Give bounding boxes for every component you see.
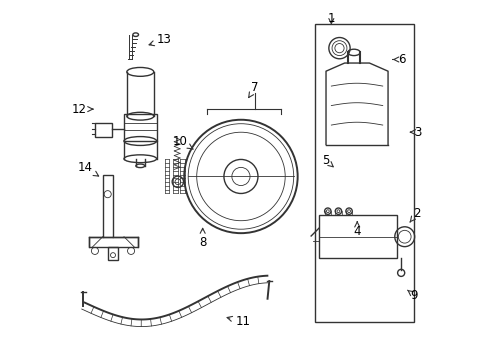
Bar: [88, 237, 138, 247]
Text: 11: 11: [226, 315, 250, 328]
Text: 10: 10: [173, 135, 193, 149]
Text: 13: 13: [149, 33, 171, 46]
Text: 14: 14: [78, 161, 99, 176]
Bar: [124, 114, 156, 141]
Text: 12: 12: [72, 103, 93, 116]
Text: 6: 6: [392, 53, 405, 66]
Bar: [318, 215, 396, 258]
Text: 7: 7: [248, 81, 258, 98]
Text: 5: 5: [322, 154, 332, 167]
Text: 2: 2: [409, 207, 420, 222]
Text: 8: 8: [199, 228, 206, 248]
Text: 3: 3: [409, 126, 421, 139]
Ellipse shape: [133, 33, 138, 36]
Bar: [102, 175, 112, 237]
Bar: [95, 123, 111, 138]
Text: 9: 9: [407, 289, 417, 302]
Bar: [107, 247, 118, 260]
Text: 4: 4: [353, 222, 360, 238]
Text: 1: 1: [327, 12, 334, 25]
Bar: [315, 24, 413, 322]
